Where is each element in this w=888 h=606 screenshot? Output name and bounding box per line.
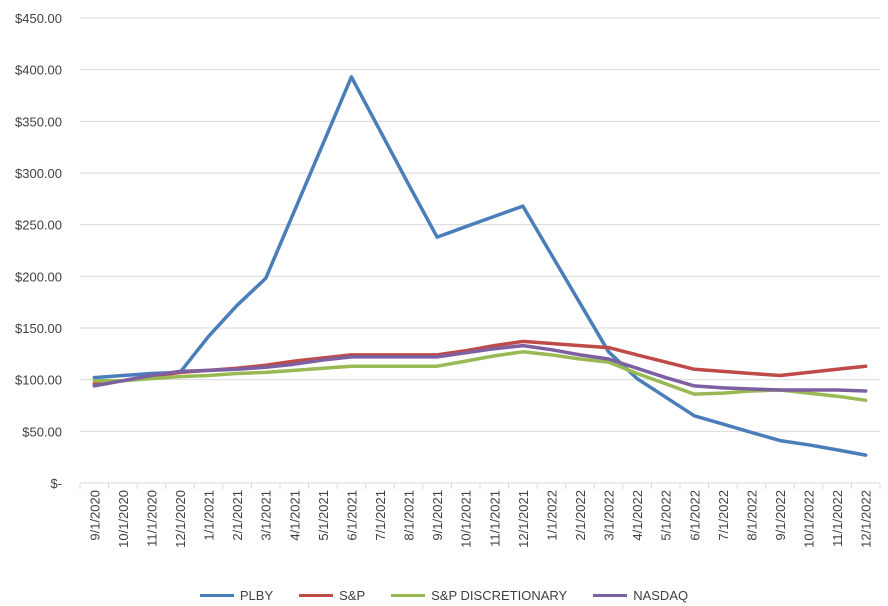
y-tick-label: $200.00 [15, 269, 62, 284]
x-tick-label: 11/1/2022 [830, 490, 845, 547]
y-tick-label: $100.00 [15, 373, 62, 388]
x-axis-tick-labels: 9/1/2020 10/1/2020 11/1/2020 12/1/2020 1/1/2… [87, 490, 873, 548]
x-tick-label: 1/1/2021 [202, 490, 217, 541]
x-tick-label: 10/1/2021 [459, 490, 474, 548]
x-tick-label: 7/1/2021 [373, 490, 388, 541]
x-tick-label: 11/1/2020 [144, 490, 159, 547]
x-tick-label: 9/1/2021 [430, 490, 445, 541]
x-tick-label: 2/1/2022 [573, 490, 588, 541]
x-tick-label: 2/1/2021 [230, 490, 245, 541]
x-tick-label: 12/1/2021 [516, 490, 531, 548]
y-tick-label: $- [50, 476, 62, 491]
y-tick-label: $300.00 [15, 166, 62, 181]
x-tick-label: 4/1/2021 [287, 490, 302, 541]
line-chart: $- $50.00 $100.00 $150.00 $200.00 $250.00 $300… [15, 11, 881, 548]
legend-swatch-plby [199, 593, 234, 597]
legend-item-sp-discretionary: S&P DISCRETIONARY [391, 588, 567, 603]
series-line-nasdaq [92, 343, 868, 393]
y-tick-label: $450.00 [15, 11, 62, 26]
x-tick-label: 10/1/2022 [802, 490, 817, 548]
x-tick-label: 6/1/2022 [687, 490, 702, 541]
x-tick-label: 5/1/2021 [316, 490, 331, 541]
y-tick-label: $150.00 [15, 321, 62, 336]
legend-label-nasdaq: NASDAQ [633, 587, 689, 603]
x-tick-label: 8/1/2022 [744, 490, 759, 541]
legend-item-sp: S&P [299, 588, 365, 603]
y-axis-tick-labels: $- $50.00 $100.00 $150.00 $200.00 $250.00 $300… [15, 11, 62, 491]
x-tick-label: 8/1/2021 [402, 490, 417, 541]
series-line-sp-discretionary [92, 350, 868, 403]
legend: PLBY S&P S&P DISCRETIONARY NASDAQ [0, 585, 888, 605]
x-tick-label: 11/1/2021 [487, 490, 502, 547]
series-line-plby [92, 75, 868, 457]
x-tick-label: 1/1/2022 [544, 490, 559, 541]
x-tick-label: 10/1/2020 [116, 490, 131, 548]
gridlines [80, 17, 880, 432]
y-tick-label: $50.00 [22, 424, 62, 439]
legend-label-plby: PLBY [239, 587, 274, 603]
x-tick-label: 3/1/2022 [602, 490, 617, 541]
x-tick-label: 3/1/2021 [259, 490, 274, 541]
legend-label-sp-discretionary: S&P DISCRETIONARY [431, 587, 568, 603]
legend-swatch-sp [299, 593, 334, 597]
y-tick-label: $250.00 [15, 218, 62, 233]
x-tick-label: 6/1/2021 [344, 490, 359, 541]
x-tick-label: 4/1/2022 [630, 490, 645, 541]
x-tick-label: 12/1/2022 [859, 490, 874, 548]
x-tick-label: 12/1/2020 [173, 490, 188, 548]
x-axis [79, 482, 881, 489]
series-lines [92, 75, 868, 457]
x-tick-label: 7/1/2022 [716, 490, 731, 541]
y-tick-label: $400.00 [15, 63, 62, 78]
legend-item-plby: PLBY [199, 587, 274, 603]
y-tick-label: $350.00 [15, 114, 62, 129]
legend-swatch-sp-discretionary [391, 593, 426, 597]
series-line-sp [92, 339, 868, 386]
legend-label-sp: S&P [339, 587, 366, 603]
x-tick-label: 5/1/2022 [659, 490, 674, 541]
x-tick-label: 9/1/2022 [773, 490, 788, 541]
legend-swatch-nasdaq [593, 593, 628, 597]
legend-item-nasdaq: NASDAQ [593, 588, 688, 603]
x-tick-label: 9/1/2020 [87, 490, 102, 541]
